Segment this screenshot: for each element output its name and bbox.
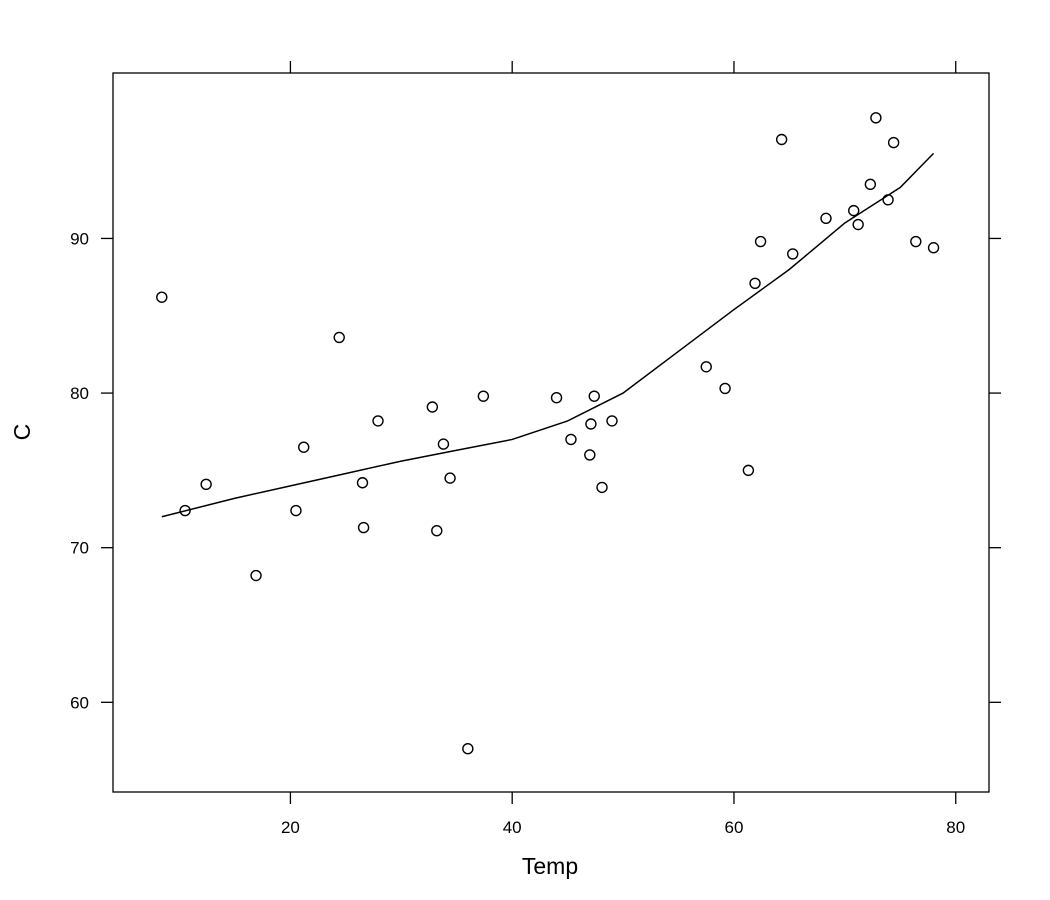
- y-tick-label: 90: [70, 229, 89, 248]
- data-point: [910, 235, 922, 248]
- data-point: [719, 382, 731, 395]
- smooth-line: [161, 152, 935, 518]
- plot-frame-group: [112, 72, 990, 793]
- data-point: [585, 418, 597, 430]
- data-point: [431, 524, 443, 537]
- data-point: [372, 415, 384, 427]
- data-point: [477, 390, 490, 402]
- axis-ticks-group: 20 40 60 80 60 70 80 90: [70, 61, 1001, 837]
- data-point: [156, 291, 168, 303]
- data-point: [820, 212, 832, 225]
- data-point: [848, 204, 860, 217]
- data-point: [606, 415, 618, 427]
- data-point: [179, 504, 191, 517]
- data-point: [250, 569, 262, 582]
- y-tick-label: 70: [70, 539, 89, 558]
- data-point: [437, 438, 450, 450]
- data-point: [870, 112, 882, 124]
- data-point: [852, 218, 864, 231]
- data-point: [864, 178, 877, 191]
- data-point: [462, 743, 474, 755]
- data-point: [588, 390, 600, 402]
- data-point: [426, 401, 439, 413]
- data-point: [290, 504, 302, 517]
- x-tick-label: 20: [281, 818, 300, 837]
- data-point: [596, 481, 608, 494]
- data-point: [882, 194, 894, 206]
- data-point: [754, 235, 767, 248]
- data-point: [356, 477, 369, 489]
- data-point: [550, 392, 563, 404]
- data-point: [927, 242, 940, 254]
- y-tick-label: 80: [70, 384, 89, 403]
- data-point: [749, 277, 761, 289]
- x-tick-label: 80: [946, 818, 965, 837]
- data-point: [700, 361, 712, 373]
- data-point: [200, 478, 212, 490]
- data-point: [887, 136, 900, 149]
- data-point: [565, 433, 577, 446]
- y-axis-title: C: [9, 424, 35, 441]
- data-point: [742, 464, 755, 477]
- x-axis-title: Temp: [522, 853, 578, 879]
- plot-frame: [112, 72, 990, 793]
- x-tick-label: 60: [725, 818, 744, 837]
- data-points-group: [156, 112, 940, 755]
- data-point: [444, 472, 456, 484]
- smooth-line-group: [161, 152, 935, 518]
- data-point: [298, 441, 310, 453]
- data-point: [357, 521, 370, 534]
- x-tick-label: 40: [503, 818, 522, 837]
- data-point: [333, 331, 345, 344]
- y-tick-label: 60: [70, 693, 89, 712]
- data-point: [775, 133, 788, 146]
- data-point: [787, 248, 799, 260]
- data-point: [584, 449, 596, 461]
